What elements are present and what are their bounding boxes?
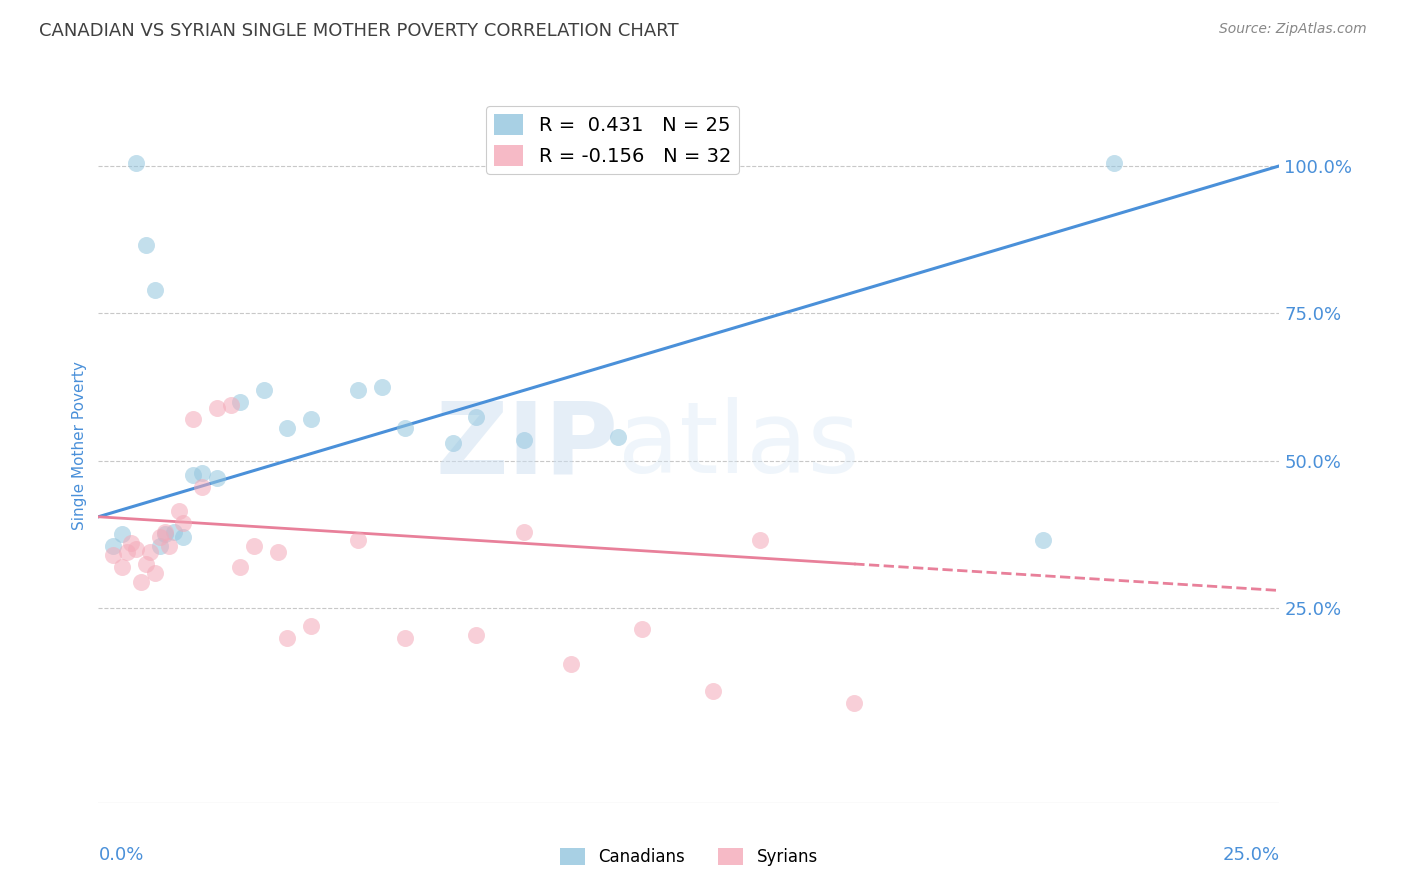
- Point: [181, 468, 204, 483]
- Point: [243, 539, 266, 553]
- Point: [276, 421, 298, 435]
- Y-axis label: Single Mother Poverty: Single Mother Poverty: [72, 361, 87, 531]
- Point: [465, 628, 488, 642]
- Point: [191, 466, 214, 480]
- Point: [219, 398, 242, 412]
- Point: [172, 530, 194, 544]
- Point: [143, 566, 166, 580]
- Text: CANADIAN VS SYRIAN SINGLE MOTHER POVERTY CORRELATION CHART: CANADIAN VS SYRIAN SINGLE MOTHER POVERTY…: [39, 22, 679, 40]
- Point: [702, 683, 724, 698]
- Point: [441, 436, 464, 450]
- Point: [135, 557, 157, 571]
- Point: [607, 430, 630, 444]
- Point: [512, 433, 534, 447]
- Point: [748, 533, 770, 548]
- Point: [125, 542, 148, 557]
- Point: [1102, 156, 1125, 170]
- Point: [844, 696, 866, 710]
- Point: [181, 412, 204, 426]
- Point: [121, 536, 143, 550]
- Point: [101, 548, 124, 562]
- Point: [347, 383, 370, 397]
- Point: [139, 545, 162, 559]
- Point: [157, 539, 180, 553]
- Point: [149, 530, 172, 544]
- Point: [560, 657, 582, 672]
- Point: [167, 504, 190, 518]
- Point: [276, 631, 298, 645]
- Point: [253, 383, 276, 397]
- Point: [205, 471, 228, 485]
- Point: [163, 524, 186, 539]
- Point: [299, 412, 322, 426]
- Text: 0.0%: 0.0%: [98, 846, 143, 863]
- Point: [153, 524, 176, 539]
- Point: [229, 394, 252, 409]
- Point: [191, 480, 214, 494]
- Point: [630, 622, 652, 636]
- Point: [125, 156, 148, 170]
- Point: [465, 409, 488, 424]
- Legend: Canadians, Syrians: Canadians, Syrians: [554, 841, 824, 873]
- Point: [1032, 533, 1054, 548]
- Text: atlas: atlas: [619, 398, 859, 494]
- Point: [205, 401, 228, 415]
- Point: [347, 533, 370, 548]
- Text: Source: ZipAtlas.com: Source: ZipAtlas.com: [1219, 22, 1367, 37]
- Point: [229, 560, 252, 574]
- Point: [394, 421, 416, 435]
- Point: [512, 524, 534, 539]
- Point: [143, 283, 166, 297]
- Point: [135, 238, 157, 252]
- Text: ZIP: ZIP: [436, 398, 619, 494]
- Point: [111, 527, 134, 541]
- Point: [111, 560, 134, 574]
- Point: [101, 539, 124, 553]
- Text: 25.0%: 25.0%: [1222, 846, 1279, 863]
- Point: [394, 631, 416, 645]
- Point: [115, 545, 138, 559]
- Point: [172, 516, 194, 530]
- Point: [149, 539, 172, 553]
- Point: [299, 619, 322, 633]
- Point: [267, 545, 290, 559]
- Point: [371, 380, 394, 394]
- Point: [153, 527, 176, 541]
- Point: [129, 574, 152, 589]
